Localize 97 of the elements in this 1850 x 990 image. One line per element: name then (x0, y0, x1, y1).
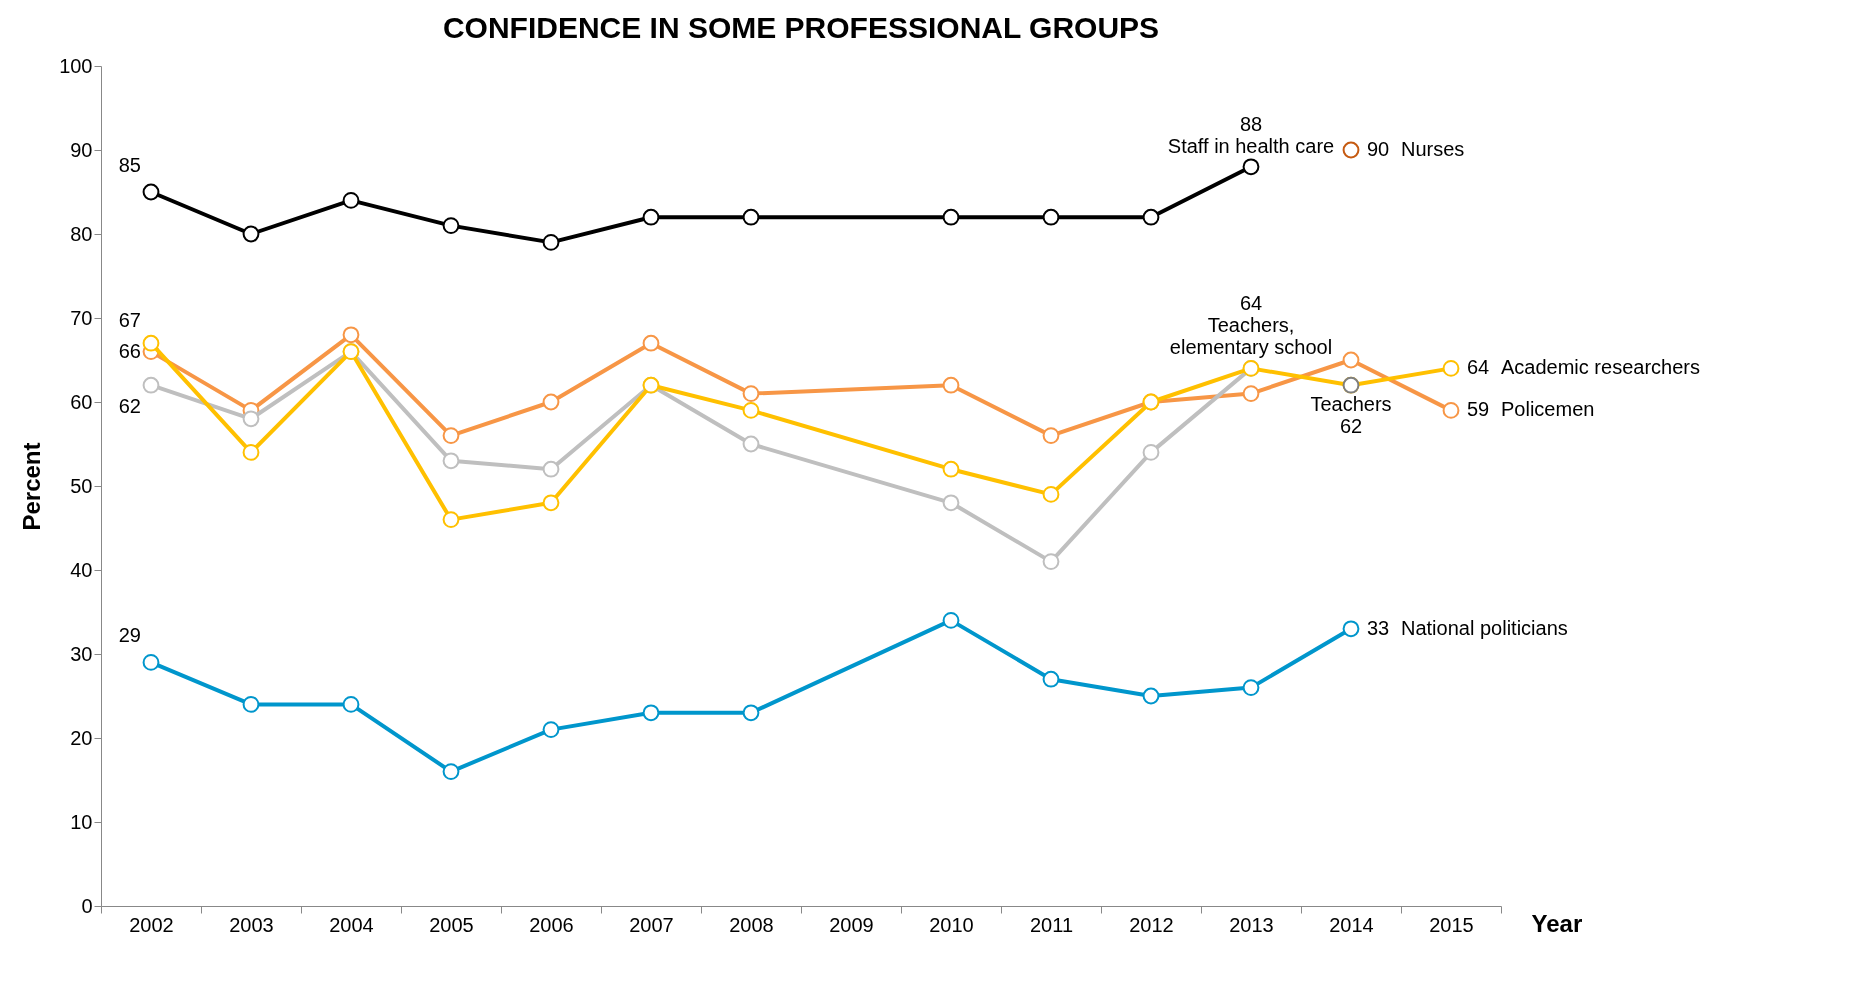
point (642, 334, 660, 352)
point (242, 410, 260, 428)
point (742, 704, 760, 722)
point (242, 696, 260, 713)
point (942, 460, 960, 478)
series-label: Teachers (1310, 393, 1392, 416)
point (1242, 158, 1260, 176)
y-tick-label: 30 (70, 642, 93, 665)
y-tick-label: 80 (70, 222, 93, 245)
point (442, 511, 460, 528)
point (442, 217, 460, 234)
y-tick-label: 70 (70, 306, 93, 329)
x-tick-label: 2015 (1429, 913, 1474, 936)
point (1042, 486, 1060, 503)
data-label: 85 (118, 154, 141, 176)
x-tick-label: 2002 (129, 913, 174, 936)
point (1442, 402, 1460, 419)
point (1042, 670, 1060, 688)
data-label: 64 (1467, 356, 1490, 379)
data-label: 88 (1239, 112, 1263, 135)
x-tick-label: 2009 (829, 913, 874, 936)
data-label: 59 (1467, 398, 1490, 421)
data-label: 64 (1239, 292, 1263, 315)
point (542, 393, 560, 411)
y-axis-title: Percent (18, 442, 46, 531)
y-tick-label: 10 (70, 810, 93, 833)
x-tick-label: 2004 (329, 913, 374, 936)
point (1342, 351, 1360, 369)
point (1142, 687, 1160, 705)
point (942, 494, 960, 512)
point (1242, 679, 1260, 696)
y-tick-label: 0 (81, 894, 93, 917)
data-label: 90 (1367, 138, 1390, 160)
point (742, 385, 760, 402)
x-tick-label: 2010 (929, 913, 974, 936)
y-tick-label: 40 (70, 558, 93, 581)
point (542, 234, 560, 251)
y-tick-label: 50 (70, 474, 93, 497)
point (1242, 385, 1260, 402)
point (742, 402, 760, 419)
x-axis-title: Year (1531, 909, 1583, 937)
x-tick-label: 2013 (1229, 913, 1274, 936)
point (1042, 553, 1060, 570)
point (942, 208, 960, 226)
point (642, 208, 660, 226)
text: Policemen (1501, 398, 1595, 421)
series-label: Staff in health care (1167, 134, 1335, 157)
data-label: 29 (118, 624, 141, 647)
point (1342, 620, 1360, 638)
point (1142, 208, 1160, 226)
x-tick-label: 2003 (229, 913, 274, 936)
chart-title: CONFIDENCE IN SOME PROFESSIONAL GROUPS (442, 11, 1160, 44)
point (642, 704, 660, 722)
point (342, 192, 360, 209)
y-tick-label: 100 (59, 54, 93, 77)
point (342, 326, 360, 344)
x-tick-label: 2008 (729, 913, 774, 936)
data-label: 62 (1339, 415, 1363, 438)
point (442, 427, 460, 444)
point (142, 376, 160, 394)
x-tick-label: 2012 (1129, 913, 1174, 936)
data-label: 62 (118, 395, 141, 418)
point (342, 696, 360, 713)
series-label: Teachers, elementary school (1169, 314, 1333, 359)
x-tick-label: 2007 (629, 913, 674, 936)
point (742, 435, 760, 453)
text: National politicians (1401, 616, 1568, 639)
point (142, 654, 160, 671)
point (542, 721, 560, 738)
point (442, 763, 460, 780)
text: Academic researchers (1501, 356, 1700, 379)
x-tick-label: 2011 (1029, 913, 1074, 936)
point (942, 612, 960, 629)
point (742, 208, 760, 226)
data-label: 66 (118, 339, 141, 362)
point (1342, 141, 1360, 159)
point (442, 452, 460, 470)
y-tick-label: 60 (70, 390, 93, 413)
x-tick-label: 2005 (429, 913, 474, 936)
point (542, 494, 560, 512)
data-label: 67 (118, 309, 141, 332)
point (242, 225, 260, 243)
point (1142, 444, 1160, 461)
x-tick-label: 2006 (529, 913, 574, 936)
point (1042, 427, 1060, 444)
x-tick-label: 2014 (1329, 913, 1374, 936)
point (542, 460, 560, 478)
point (1442, 360, 1460, 377)
point (1042, 208, 1060, 226)
point (142, 183, 160, 201)
data-label: 33 (1367, 616, 1390, 639)
point (142, 334, 160, 352)
y-tick-label: 20 (70, 726, 93, 749)
y-tick-label: 90 (70, 138, 93, 161)
point (242, 444, 260, 461)
point (942, 376, 960, 394)
text: Nurses (1401, 138, 1465, 160)
